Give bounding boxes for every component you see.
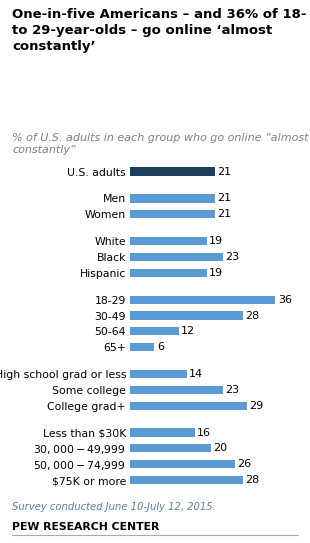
- Bar: [130, 295, 275, 304]
- Text: Survey conducted June 10-July 12, 2015.: Survey conducted June 10-July 12, 2015.: [12, 502, 216, 512]
- Text: 20: 20: [213, 444, 227, 453]
- Bar: [130, 237, 207, 245]
- Bar: [130, 311, 243, 320]
- Text: PEW RESEARCH CENTER: PEW RESEARCH CENTER: [12, 522, 160, 532]
- Bar: [130, 460, 235, 468]
- Bar: [130, 386, 223, 394]
- Bar: [130, 327, 179, 336]
- Text: 14: 14: [189, 369, 203, 379]
- Text: 26: 26: [237, 459, 251, 469]
- Text: 23: 23: [225, 385, 239, 395]
- Bar: [130, 167, 215, 176]
- Text: 19: 19: [209, 268, 223, 278]
- Bar: [130, 269, 207, 277]
- Text: 21: 21: [217, 167, 231, 176]
- Bar: [130, 253, 223, 261]
- Text: 16: 16: [197, 427, 211, 438]
- Text: % of U.S. adults in each group who go online “almost
constantly”: % of U.S. adults in each group who go on…: [12, 133, 309, 155]
- Text: 28: 28: [246, 311, 260, 320]
- Bar: [130, 210, 215, 218]
- Text: 29: 29: [250, 401, 264, 411]
- Text: 12: 12: [181, 326, 195, 336]
- Text: 19: 19: [209, 236, 223, 246]
- Bar: [130, 343, 154, 351]
- Text: 21: 21: [217, 209, 231, 219]
- Text: 36: 36: [278, 295, 292, 305]
- Bar: [130, 444, 211, 452]
- Bar: [130, 402, 247, 410]
- Bar: [130, 476, 243, 484]
- Bar: [130, 428, 195, 437]
- Text: 28: 28: [246, 475, 260, 485]
- Text: 6: 6: [157, 342, 164, 352]
- Text: One-in-five Americans – and 36% of 18-
to 29-year-olds – go online ‘almost
const: One-in-five Americans – and 36% of 18- t…: [12, 8, 307, 53]
- Bar: [130, 370, 187, 378]
- Text: 21: 21: [217, 193, 231, 204]
- Text: 23: 23: [225, 252, 239, 262]
- Bar: [130, 194, 215, 203]
